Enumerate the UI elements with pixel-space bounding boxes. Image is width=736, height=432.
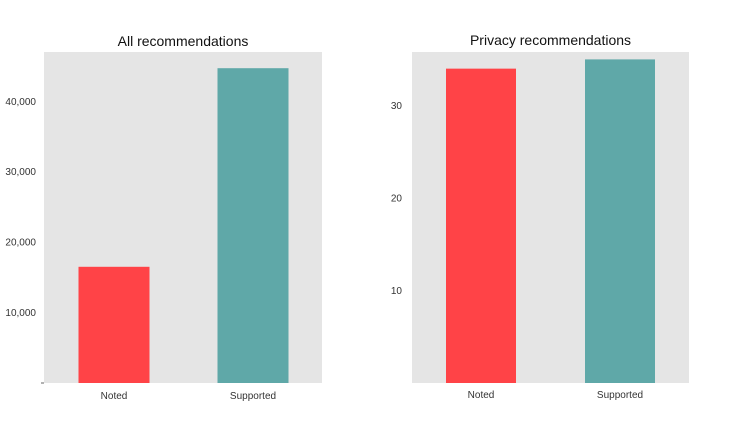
privacy-recommendations-category-label: Supported (597, 390, 643, 401)
all-recommendations-bar-supported (217, 68, 289, 383)
privacy-recommendations-ytick-label: 10 (391, 286, 403, 297)
chart-privacy-recommendations: Privacy recommendations 10 20 30 Noted Suppor… (391, 32, 689, 401)
all-recommendations-ytick-label: 20,000 (5, 238, 36, 249)
privacy-recommendations-title: Privacy recommendations (470, 32, 631, 48)
all-recommendations-bar-noted (78, 266, 150, 383)
all-recommendations-category-label: Supported (230, 391, 276, 402)
privacy-recommendations-category-label: Noted (468, 390, 495, 401)
all-recommendations-ytick-label: 40,000 (5, 97, 36, 108)
privacy-recommendations-bar-noted (446, 68, 516, 383)
all-recommendations-title: All recommendations (118, 33, 249, 49)
privacy-recommendations-bar-supported (585, 59, 655, 384)
chart-all-recommendations: All recommendations 10,000 20,000 30,000 40,… (5, 33, 322, 402)
privacy-recommendations-ytick-label: 20 (391, 194, 403, 205)
all-recommendations-category-label: Noted (101, 391, 128, 402)
all-recommendations-ytick-label: 10,000 (5, 308, 36, 319)
privacy-recommendations-ytick-label: 30 (391, 101, 403, 112)
all-recommendations-ytick-label: 30,000 (5, 167, 36, 178)
